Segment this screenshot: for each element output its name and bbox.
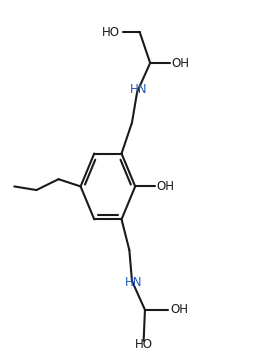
Text: OH: OH xyxy=(156,180,174,193)
Text: OH: OH xyxy=(172,56,190,70)
Text: HO: HO xyxy=(102,26,120,39)
Text: OH: OH xyxy=(170,303,188,316)
Text: HN: HN xyxy=(130,83,147,96)
Text: HN: HN xyxy=(125,276,142,289)
Text: HO: HO xyxy=(135,338,153,351)
